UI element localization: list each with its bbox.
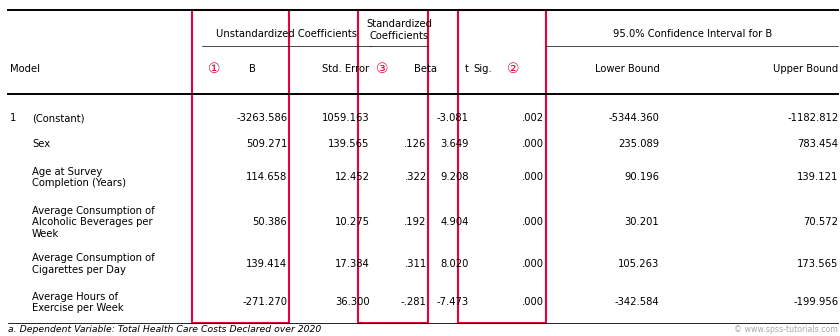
- Bar: [358, 10, 428, 323]
- Text: 114.658: 114.658: [246, 172, 287, 182]
- Text: Std. Error: Std. Error: [323, 64, 370, 74]
- Text: ①: ①: [208, 62, 221, 76]
- Text: 70.572: 70.572: [803, 217, 838, 227]
- Text: a. Dependent Variable: Total Health Care Costs Declared over 2020: a. Dependent Variable: Total Health Care…: [8, 326, 322, 334]
- Text: -3.081: -3.081: [437, 113, 469, 123]
- Text: Unstandardized Coefficients: Unstandardized Coefficients: [216, 29, 357, 39]
- Text: t: t: [465, 64, 469, 74]
- Text: (Constant): (Constant): [32, 113, 84, 123]
- Text: 139.565: 139.565: [328, 139, 370, 150]
- Text: Sex: Sex: [32, 139, 50, 150]
- Text: Beta: Beta: [414, 64, 437, 74]
- Text: Average Hours of
Exercise per Week: Average Hours of Exercise per Week: [32, 292, 123, 313]
- Text: Average Consumption of
Alcoholic Beverages per
Week: Average Consumption of Alcoholic Beverag…: [32, 206, 155, 239]
- Text: 139.121: 139.121: [797, 172, 838, 182]
- Text: Upper Bound: Upper Bound: [773, 64, 838, 74]
- Text: 8.020: 8.020: [440, 259, 469, 269]
- Text: 30.201: 30.201: [625, 217, 659, 227]
- Text: 3.649: 3.649: [440, 139, 469, 150]
- Text: 783.454: 783.454: [797, 139, 838, 150]
- Text: -3263.586: -3263.586: [236, 113, 287, 123]
- Text: 9.208: 9.208: [440, 172, 469, 182]
- Text: -1182.812: -1182.812: [787, 113, 838, 123]
- Text: 12.452: 12.452: [334, 172, 370, 182]
- Text: .311: .311: [405, 259, 427, 269]
- Text: 105.263: 105.263: [618, 259, 659, 269]
- Text: 139.414: 139.414: [246, 259, 287, 269]
- Text: Standardized
Coefficients: Standardized Coefficients: [366, 19, 432, 41]
- Text: -7.473: -7.473: [437, 297, 469, 307]
- Bar: [192, 10, 289, 323]
- Text: -.281: -.281: [401, 297, 427, 307]
- Text: 173.565: 173.565: [797, 259, 838, 269]
- Text: © www.spss-tutorials.com: © www.spss-tutorials.com: [734, 326, 838, 334]
- Text: .126: .126: [404, 139, 427, 150]
- Text: Model: Model: [10, 64, 40, 74]
- Text: 36.300: 36.300: [335, 297, 370, 307]
- Text: -199.956: -199.956: [793, 297, 838, 307]
- Text: .000: .000: [522, 172, 544, 182]
- Text: 10.275: 10.275: [334, 217, 370, 227]
- Text: Average Consumption of
Cigarettes per Day: Average Consumption of Cigarettes per Da…: [32, 253, 155, 275]
- Text: Age at Survey
Completion (Years): Age at Survey Completion (Years): [32, 167, 126, 188]
- Text: -342.584: -342.584: [615, 297, 659, 307]
- Text: .322: .322: [405, 172, 427, 182]
- Text: .000: .000: [522, 297, 544, 307]
- Text: Lower Bound: Lower Bound: [595, 64, 659, 74]
- Text: 4.904: 4.904: [440, 217, 469, 227]
- Text: 509.271: 509.271: [246, 139, 287, 150]
- Text: ②: ②: [507, 62, 520, 76]
- Text: 1059.163: 1059.163: [322, 113, 370, 123]
- Text: 17.384: 17.384: [335, 259, 370, 269]
- Text: .192: .192: [404, 217, 427, 227]
- Text: .000: .000: [522, 139, 544, 150]
- Text: .000: .000: [522, 259, 544, 269]
- Text: .000: .000: [522, 217, 544, 227]
- Text: ③: ③: [376, 62, 389, 76]
- Bar: [458, 10, 546, 323]
- Text: .002: .002: [522, 113, 544, 123]
- Text: 90.196: 90.196: [624, 172, 659, 182]
- Text: 1: 1: [10, 113, 17, 123]
- Text: -271.270: -271.270: [242, 297, 287, 307]
- Text: B: B: [249, 64, 256, 74]
- Text: 95.0% Confidence Interval for B: 95.0% Confidence Interval for B: [612, 29, 772, 39]
- Text: -5344.360: -5344.360: [608, 113, 659, 123]
- Text: 50.386: 50.386: [253, 217, 287, 227]
- Text: 235.089: 235.089: [618, 139, 659, 150]
- Text: Sig.: Sig.: [474, 64, 492, 74]
